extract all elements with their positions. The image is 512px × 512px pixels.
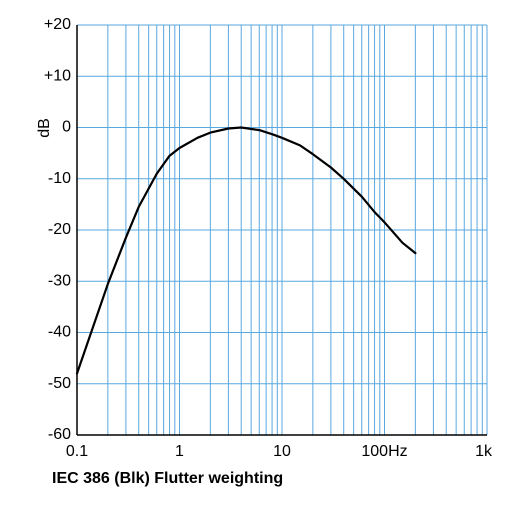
y-axis-label: dB bbox=[36, 118, 53, 138]
chart-title: IEC 386 (Blk) Flutter weighting bbox=[52, 470, 284, 487]
y-tick-label: -20 bbox=[48, 221, 71, 238]
y-tick-label: -10 bbox=[48, 170, 71, 187]
y-tick-label: -40 bbox=[48, 324, 71, 341]
y-tick-label: -50 bbox=[48, 375, 71, 392]
x-tick-label: 0.1 bbox=[66, 443, 88, 460]
plot-frame bbox=[76, 25, 487, 436]
grid bbox=[77, 24, 488, 435]
series-group bbox=[75, 126, 417, 375]
y-tick-label: 0 bbox=[62, 119, 71, 136]
y-tick-label: -60 bbox=[48, 426, 71, 443]
y-tick-labels: +20 +10 0 -10 -20 -30 -40 -50 -60 bbox=[44, 16, 71, 443]
y-tick-label: +20 bbox=[44, 16, 71, 33]
x-tick-label: 1k bbox=[475, 443, 493, 460]
x-tick-label: 10 bbox=[273, 443, 291, 460]
x-tick-label: 100Hz bbox=[361, 443, 407, 460]
series-line bbox=[75, 126, 417, 375]
y-tick-label: +10 bbox=[44, 67, 71, 84]
x-tick-label: 1 bbox=[175, 443, 184, 460]
x-tick-labels: 0.1 1 10 100Hz 1k bbox=[66, 443, 493, 460]
y-tick-label: -30 bbox=[48, 272, 71, 289]
